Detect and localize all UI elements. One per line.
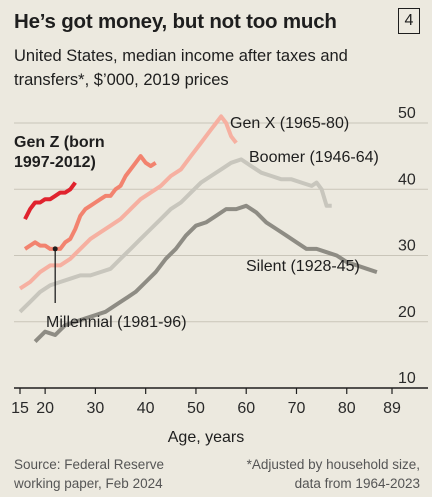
x-tick-label: 89 — [383, 400, 401, 417]
x-tick-label: 40 — [137, 400, 155, 417]
series-line-gen-x — [18, 114, 238, 291]
legend-label-gen-z: Gen Z (born — [14, 134, 105, 151]
y-tick-label: 30 — [398, 238, 416, 255]
series-line-silent — [33, 203, 378, 344]
x-tick-label: 50 — [187, 400, 205, 417]
y-tick-label: 50 — [398, 105, 416, 122]
series-line-gen-z — [23, 181, 77, 221]
y-tick-label: 40 — [398, 171, 416, 188]
series-line-millennial — [23, 154, 157, 251]
x-axis-label: Age, years — [168, 429, 244, 446]
legend-label-boomer: Boomer (1946-64) — [249, 149, 379, 166]
x-tick-label: 15 — [11, 400, 29, 417]
legend-label-gen-x: Gen X (1965-80) — [230, 115, 349, 132]
x-tick-label: 70 — [288, 400, 306, 417]
y-tick-label: 20 — [398, 304, 416, 321]
x-tick-label: 20 — [36, 400, 54, 417]
y-tick-label: 10 — [398, 370, 416, 387]
millennial-leader-dot — [52, 246, 58, 252]
series-line-boomer — [18, 157, 332, 314]
footnote: *Adjusted by household size, data from 1… — [246, 457, 420, 491]
legend-label-silent: Silent (1928-45) — [246, 258, 360, 275]
x-tick-label: 60 — [237, 400, 255, 417]
source-note: Source: Federal Reserve working paper, F… — [14, 457, 165, 491]
chart-subtitle: United States, median income after taxes… — [14, 47, 348, 89]
x-tick-label: 30 — [87, 400, 105, 417]
legend-label-gen-z: 1997-2012) — [14, 154, 96, 171]
chart-title: He’s got money, but not too much — [14, 10, 337, 33]
legend-label-millennial: Millennial (1981-96) — [46, 314, 187, 331]
chart-number-badge: 4 — [398, 8, 420, 34]
x-tick-label: 80 — [338, 400, 356, 417]
